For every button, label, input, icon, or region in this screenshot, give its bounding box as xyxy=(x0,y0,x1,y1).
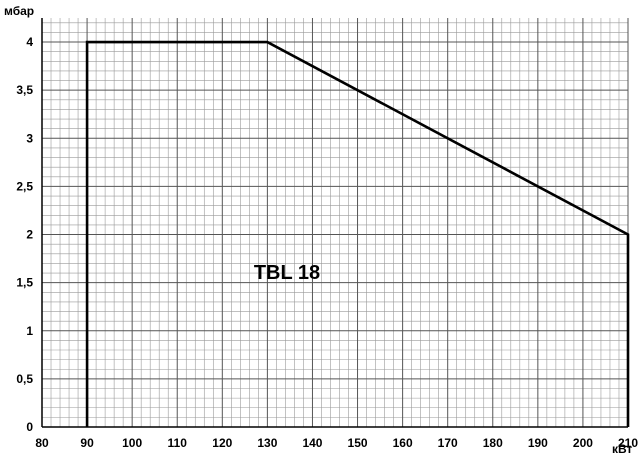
x-tick-label: 170 xyxy=(438,436,458,450)
y-tick-label: 4 xyxy=(26,35,33,49)
x-tick-labels: 80 90 100 110 120 130 140 150 160 170 180 190 200 210 xyxy=(35,436,638,450)
series-group xyxy=(85,40,630,427)
x-tick-label: 150 xyxy=(348,436,368,450)
x-tick-label: 90 xyxy=(80,436,94,450)
y-tick-label: 3,5 xyxy=(16,83,33,97)
x-tick-label: 80 xyxy=(35,436,49,450)
y-tick-label: 2,5 xyxy=(16,179,33,193)
y-tick-label: 3 xyxy=(26,131,33,145)
y-tick-label: 1 xyxy=(26,324,33,338)
y-axis-unit: мбар xyxy=(4,4,34,18)
x-axis-unit: кВт xyxy=(612,442,633,456)
x-tick-label: 120 xyxy=(212,436,232,450)
x-tick-label: 110 xyxy=(168,436,188,450)
y-tick-labels: 0 0,5 1 1,5 2 2,5 3 3,5 4 xyxy=(16,35,33,434)
x-tick-label: 190 xyxy=(528,436,548,450)
x-tick-label: 180 xyxy=(483,436,503,450)
y-tick-label: 2 xyxy=(26,228,33,242)
x-tick-label: 140 xyxy=(302,436,322,450)
x-tick-label: 210 xyxy=(618,436,638,450)
x-tick-label: 130 xyxy=(257,436,277,450)
plot-frame xyxy=(41,18,628,428)
x-tick-label: 100 xyxy=(122,436,142,450)
y-tick-label: 0,5 xyxy=(16,372,33,386)
x-tick-label: 200 xyxy=(573,436,593,450)
x-tick-label: 160 xyxy=(393,436,413,450)
y-tick-label: 1,5 xyxy=(16,276,33,290)
y-tick-label: 0 xyxy=(26,420,33,434)
chart-annotation: TBL 18 xyxy=(254,262,320,284)
series-line-0 xyxy=(85,40,630,427)
minor-grid xyxy=(42,18,628,427)
